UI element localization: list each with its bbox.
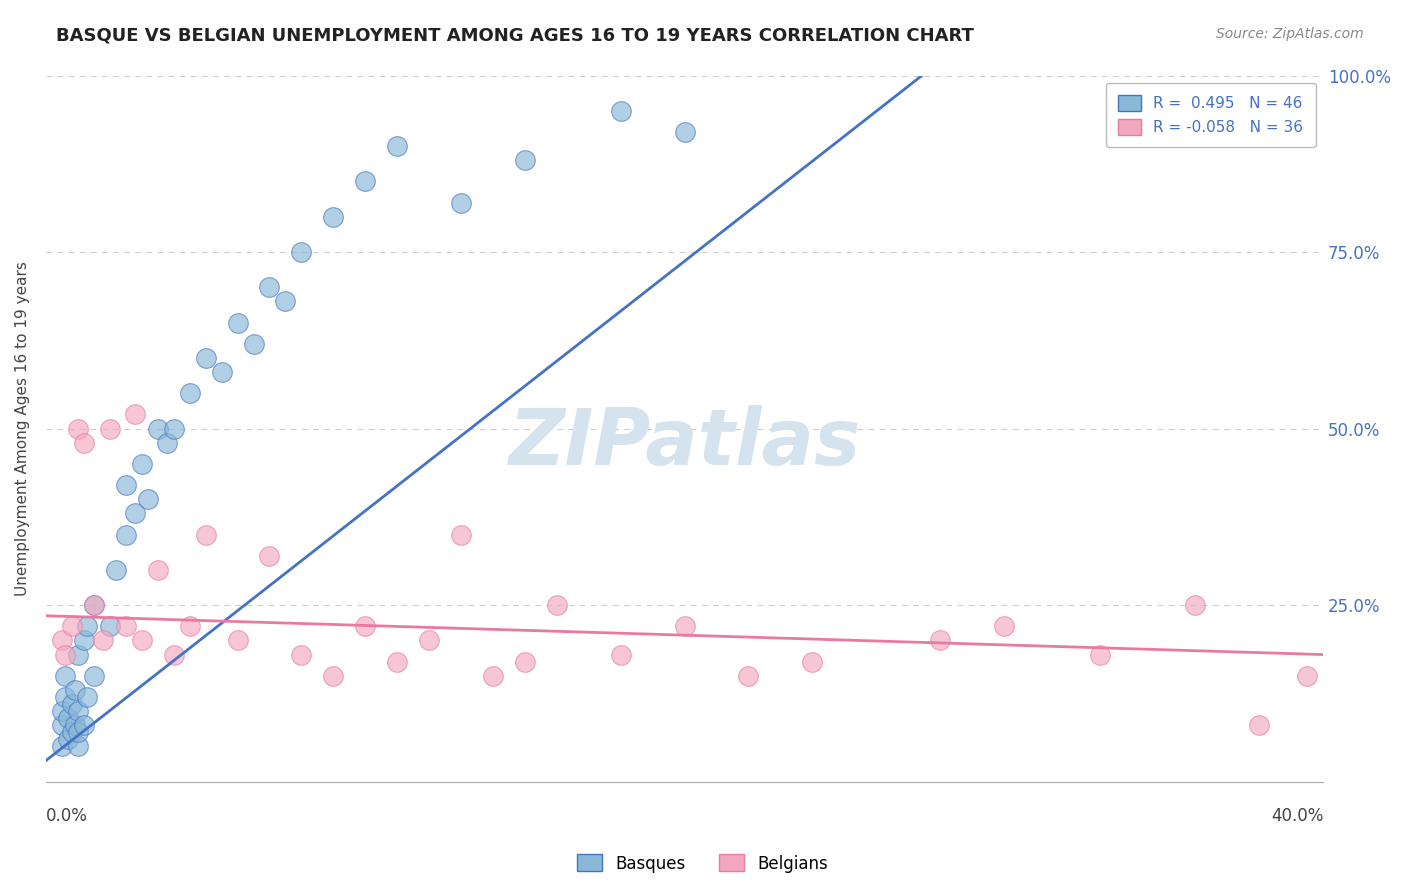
Point bbox=[51, 704, 73, 718]
Point bbox=[114, 619, 136, 633]
Point bbox=[73, 633, 96, 648]
Point bbox=[98, 422, 121, 436]
Point bbox=[179, 386, 201, 401]
Point bbox=[156, 435, 179, 450]
Point bbox=[290, 648, 312, 662]
Point bbox=[1088, 648, 1111, 662]
Point bbox=[194, 527, 217, 541]
Point bbox=[124, 408, 146, 422]
Point bbox=[1249, 718, 1271, 732]
Point bbox=[73, 718, 96, 732]
Point bbox=[60, 619, 83, 633]
Point bbox=[385, 655, 408, 669]
Point bbox=[673, 125, 696, 139]
Point bbox=[259, 549, 281, 563]
Point bbox=[801, 655, 824, 669]
Point bbox=[131, 633, 153, 648]
Point bbox=[609, 103, 631, 118]
Point bbox=[322, 210, 344, 224]
Text: BASQUE VS BELGIAN UNEMPLOYMENT AMONG AGES 16 TO 19 YEARS CORRELATION CHART: BASQUE VS BELGIAN UNEMPLOYMENT AMONG AGE… bbox=[56, 27, 974, 45]
Point bbox=[993, 619, 1015, 633]
Point bbox=[66, 739, 89, 754]
Point bbox=[354, 174, 377, 188]
Point bbox=[513, 655, 536, 669]
Point bbox=[63, 718, 86, 732]
Point bbox=[51, 718, 73, 732]
Point bbox=[51, 739, 73, 754]
Point bbox=[482, 669, 505, 683]
Point bbox=[136, 492, 159, 507]
Point bbox=[737, 669, 759, 683]
Point bbox=[354, 619, 377, 633]
Point bbox=[51, 633, 73, 648]
Point bbox=[98, 619, 121, 633]
Point bbox=[131, 457, 153, 471]
Point bbox=[105, 563, 128, 577]
Point bbox=[673, 619, 696, 633]
Point bbox=[274, 294, 297, 309]
Point bbox=[73, 435, 96, 450]
Point bbox=[163, 648, 186, 662]
Point bbox=[242, 337, 264, 351]
Legend: R =  0.495   N = 46, R = -0.058   N = 36: R = 0.495 N = 46, R = -0.058 N = 36 bbox=[1107, 83, 1316, 147]
Text: 40.0%: 40.0% bbox=[1271, 806, 1323, 824]
Point bbox=[546, 598, 568, 612]
Point bbox=[83, 598, 105, 612]
Point bbox=[226, 316, 249, 330]
Point bbox=[322, 669, 344, 683]
Point bbox=[53, 690, 76, 704]
Point bbox=[929, 633, 952, 648]
Point bbox=[194, 351, 217, 365]
Point bbox=[83, 598, 105, 612]
Point bbox=[450, 527, 472, 541]
Point bbox=[60, 725, 83, 739]
Point bbox=[385, 139, 408, 153]
Point bbox=[58, 711, 80, 725]
Legend: Basques, Belgians: Basques, Belgians bbox=[571, 847, 835, 880]
Point bbox=[290, 245, 312, 260]
Point bbox=[211, 365, 233, 379]
Text: Source: ZipAtlas.com: Source: ZipAtlas.com bbox=[1216, 27, 1364, 41]
Point bbox=[124, 507, 146, 521]
Point bbox=[146, 422, 169, 436]
Text: 0.0%: 0.0% bbox=[46, 806, 87, 824]
Point bbox=[179, 619, 201, 633]
Point bbox=[226, 633, 249, 648]
Point bbox=[58, 732, 80, 747]
Point bbox=[66, 704, 89, 718]
Point bbox=[146, 563, 169, 577]
Point bbox=[93, 633, 115, 648]
Point bbox=[66, 422, 89, 436]
Point bbox=[163, 422, 186, 436]
Point bbox=[60, 697, 83, 711]
Point bbox=[66, 648, 89, 662]
Point bbox=[114, 478, 136, 492]
Point bbox=[114, 527, 136, 541]
Point bbox=[76, 619, 98, 633]
Point bbox=[513, 153, 536, 168]
Point bbox=[53, 669, 76, 683]
Point bbox=[259, 280, 281, 294]
Point bbox=[66, 725, 89, 739]
Point bbox=[63, 682, 86, 697]
Point bbox=[450, 195, 472, 210]
Point bbox=[609, 648, 631, 662]
Point bbox=[418, 633, 440, 648]
Point bbox=[1184, 598, 1206, 612]
Point bbox=[1296, 669, 1319, 683]
Point bbox=[83, 669, 105, 683]
Point bbox=[76, 690, 98, 704]
Text: ZIPatlas: ZIPatlas bbox=[509, 405, 860, 481]
Point bbox=[53, 648, 76, 662]
Y-axis label: Unemployment Among Ages 16 to 19 years: Unemployment Among Ages 16 to 19 years bbox=[15, 261, 30, 596]
